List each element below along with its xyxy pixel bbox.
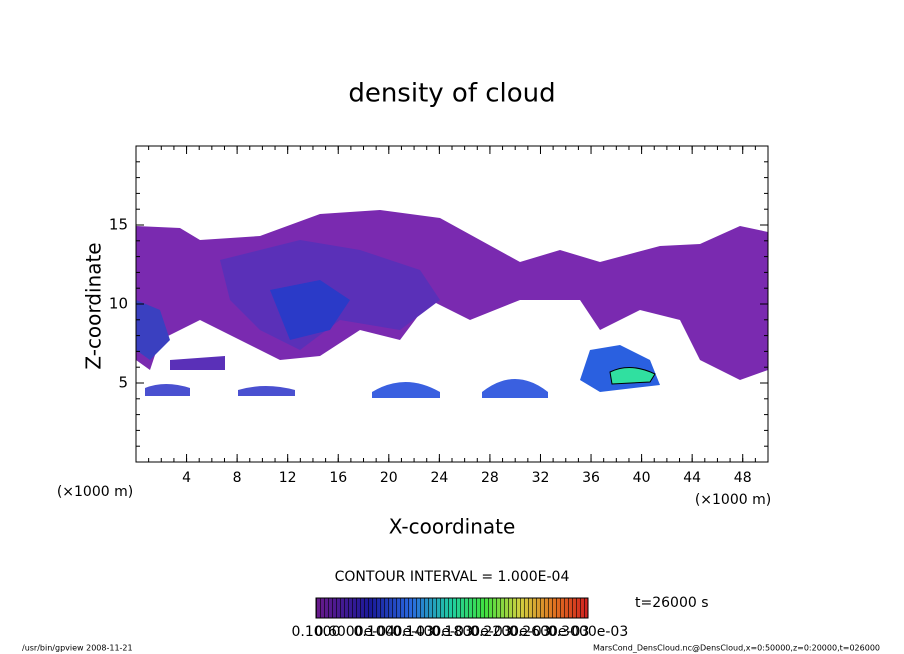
colorbar-label: 0.1000e-03 <box>353 624 433 640</box>
chart-title: density of cloud <box>348 79 555 109</box>
y-unit-label: (×1000 m) <box>57 484 133 500</box>
y-tick-label: 5 <box>118 374 128 392</box>
colorbar-label: 0.1000 <box>292 624 341 640</box>
colorbar-label: 0.3000e-03 <box>548 624 628 640</box>
colorbar-label: 0.1400e-03 <box>392 624 472 640</box>
x-tick-label: 24 <box>430 470 448 486</box>
colorbar-label: 0.1800e-03 <box>431 624 511 640</box>
colorbar-label: 0.2600e-03 <box>509 624 589 640</box>
colorbar-labels: 0.10000.6000e-040.1000e-030.1400e-030.18… <box>292 624 629 640</box>
colorbar-label: 0.2200e-03 <box>470 624 550 640</box>
x-tick-label: 16 <box>329 470 347 486</box>
x-tick-label: 32 <box>532 470 550 486</box>
y-tick-label: 10 <box>109 295 128 313</box>
colorbar-stripes <box>315 597 589 619</box>
x-unit-label: (×1000 m) <box>695 492 771 508</box>
contour-interval: CONTOUR INTERVAL = 1.000E-04 <box>335 569 570 585</box>
x-tick-label: 44 <box>683 470 701 486</box>
x-tick-label: 36 <box>582 470 600 486</box>
x-tick-label: 12 <box>279 470 297 486</box>
y-axis-label: Z-coordinate <box>82 242 106 369</box>
x-tick-label: 8 <box>233 470 242 486</box>
x-axis-label: X-coordinate <box>389 515 516 539</box>
x-tick-label: 4 <box>182 470 191 486</box>
x-tick-label: 28 <box>481 470 499 486</box>
x-tick-label: 48 <box>734 470 752 486</box>
time-label: t=26000 s <box>635 595 709 611</box>
y-tick-label: 15 <box>109 216 128 234</box>
colorbar-label: 0.6000e-04 <box>315 624 396 640</box>
footer-right: MarsCond_DensCloud.nc@DensCloud,x=0:5000… <box>593 644 880 653</box>
x-tick-label: 40 <box>633 470 651 486</box>
footer-left: /usr/bin/gpview 2008-11-21 <box>22 644 133 653</box>
contour-field <box>136 210 768 398</box>
x-tick-label: 20 <box>380 470 398 486</box>
